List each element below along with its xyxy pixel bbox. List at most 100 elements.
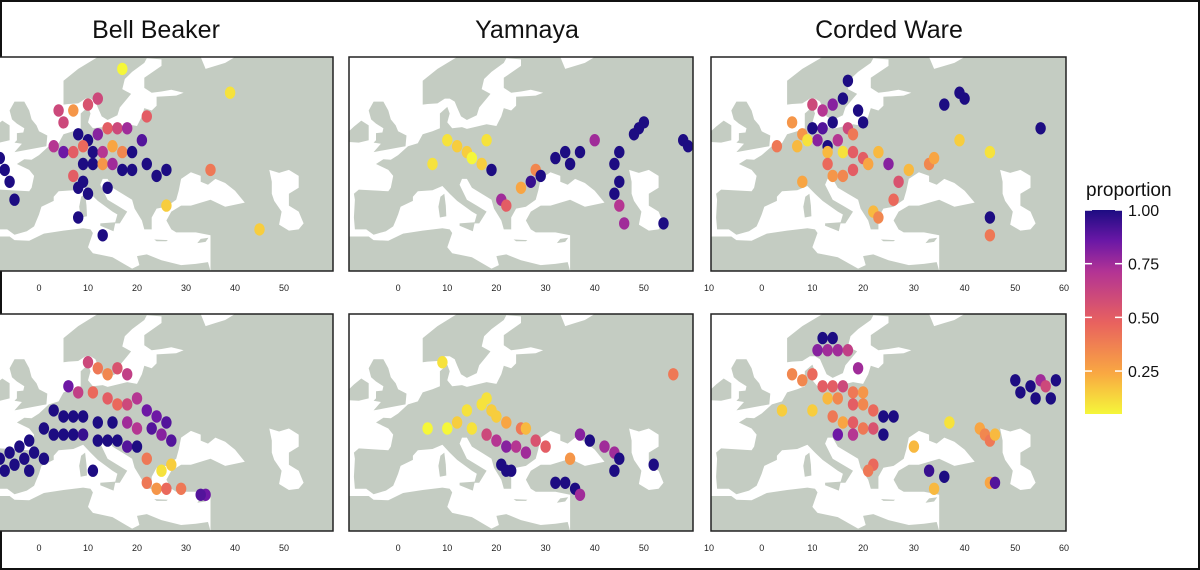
sample-point: [112, 362, 123, 375]
sample-point: [131, 440, 143, 453]
sample-point: [107, 416, 118, 429]
land-shape: [438, 452, 447, 477]
sample-point: [14, 440, 25, 453]
sample-point: [92, 434, 104, 447]
sample-point: [939, 470, 950, 483]
sea-shape: [560, 57, 595, 69]
sample-point: [842, 344, 854, 357]
sample-point: [102, 434, 113, 447]
panel-border: [0, 313, 334, 532]
sample-point: [847, 145, 859, 159]
sample-point: [112, 434, 123, 447]
x-tick-label: 0: [36, 283, 41, 293]
sample-point: [984, 229, 996, 242]
sample-point: [156, 428, 167, 441]
land-shape: [79, 452, 87, 477]
sample-point: [24, 434, 35, 447]
sample-point: [868, 404, 879, 417]
legend-ticks: 1.00 0.75 0.50 0.25: [1085, 203, 1159, 381]
x-tick-label: 10: [83, 283, 93, 293]
x-tick-label: 20: [132, 283, 142, 293]
x-tick-label: 20: [132, 543, 142, 553]
sample-point: [550, 151, 561, 165]
land-shape: [9, 101, 48, 153]
land-shape: [349, 120, 369, 143]
land-shape: [711, 228, 940, 271]
panel-border: [348, 313, 694, 532]
sample-point: [984, 145, 996, 159]
sample-point: [939, 98, 950, 111]
sample-point: [837, 380, 849, 393]
sea-shape: [629, 169, 664, 231]
sample-point: [837, 145, 849, 159]
x-tick-label: 20: [858, 543, 868, 553]
sample-point: [58, 410, 69, 423]
sample-point: [863, 157, 874, 171]
sample-point: [822, 344, 833, 357]
sample-point: [786, 368, 798, 381]
panel-border: [710, 56, 1067, 272]
sample-point: [491, 410, 502, 423]
sample-point: [822, 157, 833, 171]
sample-point: [102, 181, 113, 194]
sample-point: [112, 398, 123, 411]
map-panels: 0 10 20 30 40 50 0 10 20 30 40 50 10 0 10 20 30 40 50 600 10…: [0, 56, 1069, 553]
sample-point: [131, 422, 143, 435]
sample-point: [827, 410, 838, 423]
sample-point: [38, 452, 50, 465]
sample-point: [564, 157, 576, 171]
x-tick-label: 40: [230, 283, 240, 293]
sample-point: [87, 145, 99, 159]
sample-point: [48, 140, 59, 153]
sample-point: [131, 392, 143, 405]
sample-point: [58, 145, 69, 159]
sample-point: [4, 175, 15, 188]
panel-border: [348, 56, 694, 272]
sample-point: [28, 446, 40, 459]
sample-point: [53, 104, 64, 117]
sample-point: [847, 386, 859, 399]
panel-border: [0, 56, 334, 272]
sample-point: [827, 169, 838, 183]
sample-point: [878, 428, 889, 441]
sample-point: [954, 134, 965, 147]
sample-point: [117, 163, 128, 177]
sample-point: [822, 392, 833, 405]
sea-shape: [560, 314, 595, 327]
map-panel: 10 0 10 20 30 40 50 60: [704, 56, 1069, 293]
x-tick-label: 30: [181, 543, 191, 553]
sample-point: [807, 368, 818, 381]
sample-point: [520, 422, 532, 435]
sample-point: [437, 356, 448, 369]
sample-point: [888, 410, 899, 423]
land-shape: [154, 499, 168, 501]
sample-point: [873, 145, 884, 159]
sample-point: [141, 157, 152, 171]
sample-point: [9, 193, 20, 206]
sample-point: [73, 386, 84, 399]
sample-point: [476, 398, 487, 411]
sample-point: [68, 104, 79, 117]
sample-point: [847, 128, 859, 141]
sample-point: [560, 476, 571, 489]
sample-point: [857, 116, 869, 129]
sample-point: [92, 362, 104, 375]
sample-point: [797, 175, 808, 188]
sample-point: [857, 422, 869, 435]
sample-point: [807, 404, 818, 417]
sample-point: [832, 392, 843, 405]
land-shape: [925, 497, 938, 503]
x-tick-label: 10: [442, 543, 452, 553]
sample-point: [812, 134, 823, 147]
sample-point: [73, 211, 84, 224]
map-panel: 0 10 20 30 40 50: [348, 56, 694, 293]
sample-point: [48, 404, 59, 417]
sample-point: [817, 380, 828, 393]
sample-point: [476, 157, 487, 171]
sample-point: [614, 452, 625, 465]
sample-point: [195, 488, 206, 501]
sample-point: [97, 145, 108, 159]
sample-point: [609, 464, 620, 477]
sample-point: [530, 434, 541, 447]
